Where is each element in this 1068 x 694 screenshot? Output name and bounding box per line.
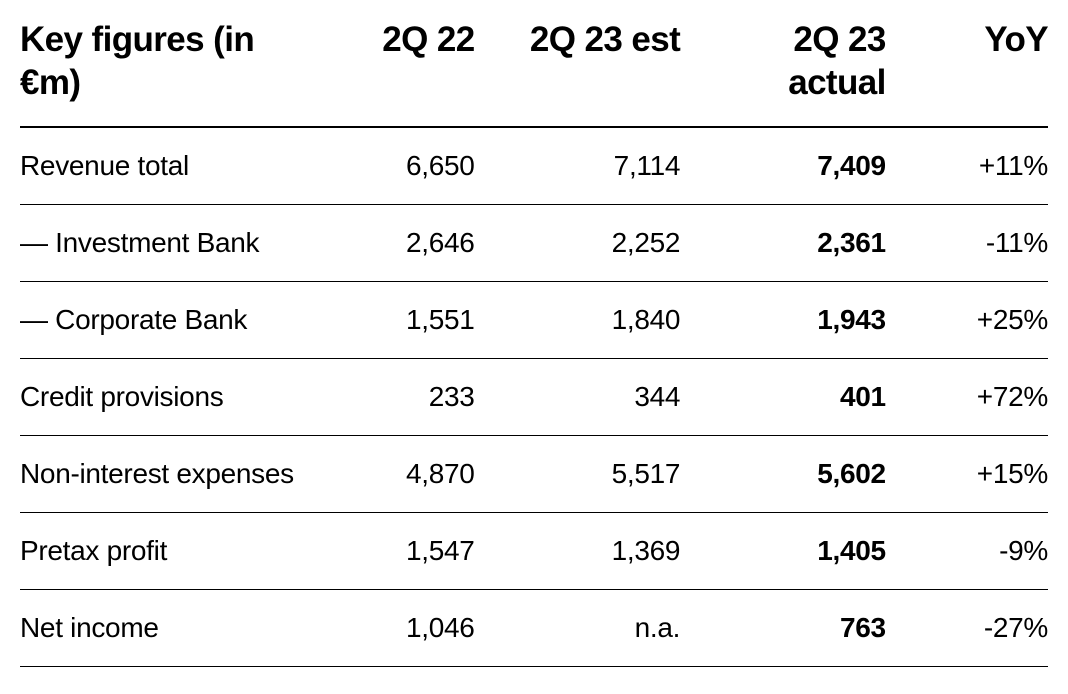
col-header-q22: 2Q 22 — [328, 18, 482, 127]
cell-actual: 2,361 — [688, 205, 894, 282]
col-header-yoy: YoY — [894, 18, 1048, 127]
cell-yoy: -9% — [894, 513, 1048, 590]
cell-yoy: -11% — [894, 205, 1048, 282]
row-label: Pretax profit — [20, 513, 328, 590]
row-label: Revenue total — [20, 127, 328, 205]
cell-q22: 1,551 — [328, 282, 482, 359]
table-row: — Corporate Bank1,5511,8401,943+25% — [20, 282, 1048, 359]
cell-actual: 5,602 — [688, 436, 894, 513]
cell-yoy: +11% — [894, 127, 1048, 205]
cell-yoy: -27% — [894, 590, 1048, 667]
cell-yoy: +25% — [894, 282, 1048, 359]
col-header-label: Key figures (in €m) — [20, 18, 328, 127]
cell-q22: 2,646 — [328, 205, 482, 282]
row-label: Non-interest expenses — [20, 436, 328, 513]
cell-actual: 401 — [688, 359, 894, 436]
cell-est: 5,517 — [483, 436, 689, 513]
cell-est: 344 — [483, 359, 689, 436]
key-figures-table: Key figures (in €m) 2Q 22 2Q 23 est 2Q 2… — [20, 18, 1048, 667]
cell-q22: 233 — [328, 359, 482, 436]
table-row: Net income1,046n.a.763-27% — [20, 590, 1048, 667]
table-row: Credit provisions233344401+72% — [20, 359, 1048, 436]
cell-est: 2,252 — [483, 205, 689, 282]
col-header-est: 2Q 23 est — [483, 18, 689, 127]
table-row: Pretax profit1,5471,3691,405-9% — [20, 513, 1048, 590]
row-label: — Corporate Bank — [20, 282, 328, 359]
cell-est: 7,114 — [483, 127, 689, 205]
cell-actual: 763 — [688, 590, 894, 667]
row-label: — Investment Bank — [20, 205, 328, 282]
cell-yoy: +15% — [894, 436, 1048, 513]
cell-actual: 7,409 — [688, 127, 894, 205]
table-header-row: Key figures (in €m) 2Q 22 2Q 23 est 2Q 2… — [20, 18, 1048, 127]
cell-q22: 1,046 — [328, 590, 482, 667]
row-label: Net income — [20, 590, 328, 667]
cell-q22: 4,870 — [328, 436, 482, 513]
table-body: Revenue total6,6507,1147,409+11%— Invest… — [20, 127, 1048, 667]
table-row: — Investment Bank2,6462,2522,361-11% — [20, 205, 1048, 282]
cell-est: n.a. — [483, 590, 689, 667]
cell-q22: 1,547 — [328, 513, 482, 590]
row-label: Credit provisions — [20, 359, 328, 436]
table-row: Non-interest expenses4,8705,5175,602+15% — [20, 436, 1048, 513]
cell-q22: 6,650 — [328, 127, 482, 205]
cell-est: 1,840 — [483, 282, 689, 359]
col-header-actual: 2Q 23 actual — [688, 18, 894, 127]
table-row: Revenue total6,6507,1147,409+11% — [20, 127, 1048, 205]
cell-actual: 1,405 — [688, 513, 894, 590]
cell-actual: 1,943 — [688, 282, 894, 359]
cell-yoy: +72% — [894, 359, 1048, 436]
cell-est: 1,369 — [483, 513, 689, 590]
